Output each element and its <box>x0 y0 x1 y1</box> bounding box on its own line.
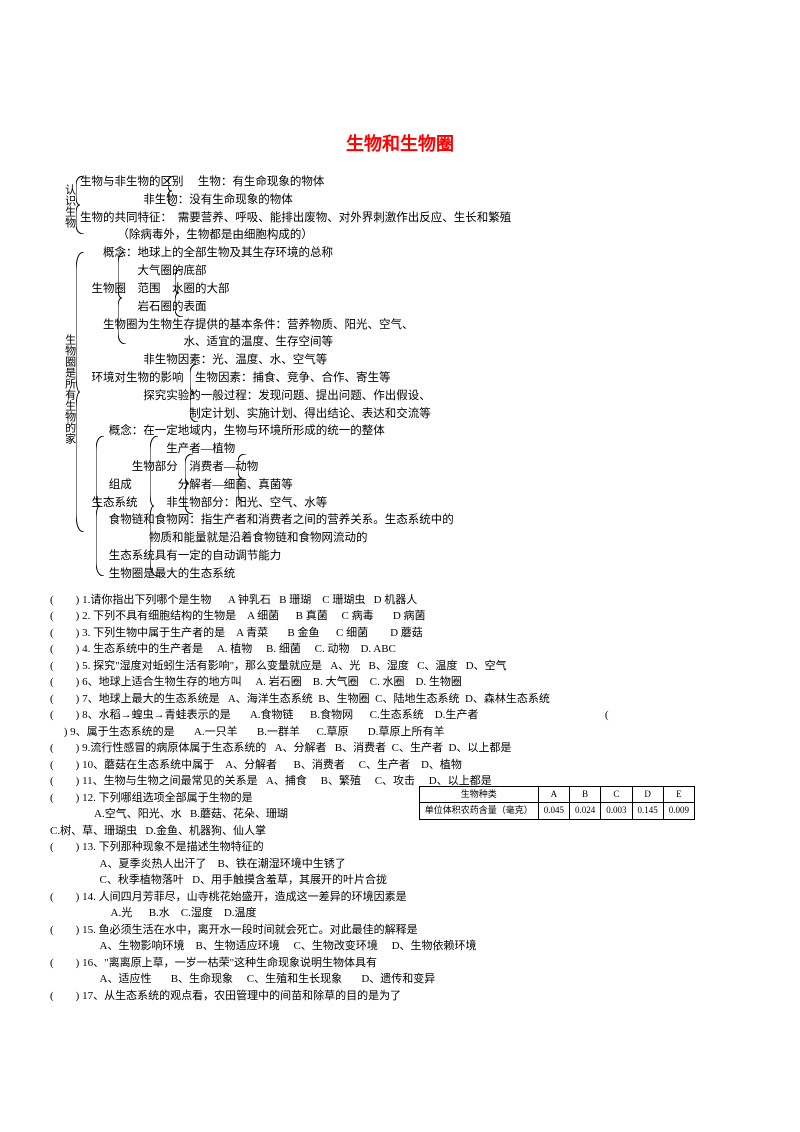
concept-outline: 认识生物 生物圈是所有生物的家 生物与非生物的区别 生物：有生命现象的物体 非生… <box>50 174 750 584</box>
question-options: A、夏季炎热人出汗了 B、铁在潮湿环境中生锈了 <box>50 856 750 873</box>
question-row: ( ) 10、蘑菇在生态系统中属于 A、分解者 B、消费者 C、生产者 D、植物 <box>50 757 750 774</box>
bracket-icon <box>238 454 246 502</box>
question-row: ( ) 9.流行性感冒的病原体属于生态系统的 A、分解者 B、消费者 C、生产者… <box>50 740 750 757</box>
bracket-icon <box>76 252 84 532</box>
question-row: ( ) 15. 鱼必须生活在水中，离开水一段时间就会死亡。对此最佳的解释是 <box>50 922 750 939</box>
question-row: ( ) 5. 探究"湿度对蚯蚓生活有影响"，那么变量就应是 A、光 B、湿度 C… <box>50 658 750 675</box>
outline-row: 非生物因素：光、温度、水、空气等 <box>80 352 750 370</box>
question-options: A、生物影响环境 B、生物适应环境 C、生物改变环境 D、生物依赖环境 <box>50 938 750 955</box>
outline-row: 制定计划、实施计划、得出结论、表达和交流等 <box>80 406 750 424</box>
outline-row: 生物部分 消费者—动物 <box>80 459 750 477</box>
bracket-icon <box>168 176 176 206</box>
bracket-icon <box>118 252 126 344</box>
vertical-label-1: 认识生物 <box>60 184 78 228</box>
outline-row: 环境对生物的影响 生物因素：捕食、竞争、合作、寄生等 <box>80 370 750 388</box>
question-row: ( ) 2. 下列不具有细胞结构的生物是 A 细菌 B 真菌 C 病毒 D 病菌 <box>50 608 750 625</box>
questions-section: ( ) 1.请你指出下列哪个是生物 A 钟乳石 B 珊瑚 C 珊瑚虫 D 机器人… <box>50 592 750 1005</box>
table-row: 单位体积农药含量（毫克） 0.045 0.024 0.003 0.145 0.0… <box>419 803 694 820</box>
outline-row: 概念：在一定地域内，生物与环境所形成的统一的整体 <box>80 423 750 441</box>
bracket-icon <box>96 436 104 576</box>
question-options: C.树、草、珊瑚虫 D.金鱼、机器狗、仙人掌 <box>50 823 750 840</box>
outline-row: 生产者—植物 <box>80 441 750 459</box>
table-cell: 0.145 <box>632 803 663 820</box>
outline-row: 探究实验的一般过程：发现问题、提出问题、作出假设、 <box>80 388 750 406</box>
question-options: A、适应性 B、生命现象 C、生殖和生长现象 D、遗传和变异 <box>50 971 750 988</box>
table-cell: 单位体积农药含量（毫克） <box>419 803 538 820</box>
table-header: D <box>632 786 663 803</box>
bracket-icon <box>175 269 183 317</box>
question-options: C、秋季植物落叶 D、用手触摸含羞草，其展开的叶片合拢 <box>50 872 750 889</box>
question-row: ) 9、属于生态系统的是 A.一只羊 B.一群羊 C.草原 D.草原上所有羊 <box>50 724 750 741</box>
table-cell: 0.024 <box>570 803 601 820</box>
outline-row: 非生物：没有生命现象的物体 <box>80 192 750 210</box>
outline-row: 生物圈为生物生存提供的基本条件：营养物质、阳光、空气、 <box>80 317 750 335</box>
table-header: 生物种类 <box>419 786 538 803</box>
bracket-icon <box>190 364 198 422</box>
outline-row: 生物的共同特征： 需要营养、呼吸、能排出废物、对外界刺激作出反应、生长和繁殖 <box>80 210 750 228</box>
table-cell: 0.003 <box>601 803 632 820</box>
question-row: ( ) 13. 下列那种现象不是描述生物特征的 <box>50 839 750 856</box>
pesticide-table: 生物种类 A B C D E 单位体积农药含量（毫克） 0.045 0.024 … <box>419 786 695 820</box>
table-header: A <box>538 786 569 803</box>
question-row: ( ) 3. 下列生物中属于生产者的是 A 青菜 B 金鱼 C 细菌 D 蘑菇 <box>50 625 750 642</box>
page-title: 生物和生物圈 <box>50 130 750 156</box>
question-row: ( ) 4. 生态系统中的生产者是 A. 植物 B. 细菌 C. 动物 D. A… <box>50 641 750 658</box>
outline-row: （除病毒外，生物都是由细胞构成的） <box>80 227 750 245</box>
outline-row: 水、适宜的温度、生存空间等 <box>80 334 750 352</box>
bracket-icon <box>185 454 193 514</box>
outline-row: 生态系统具有一定的自动调节能力 <box>80 548 750 566</box>
bracket-icon <box>76 176 84 234</box>
outline-row: 概念：地球上的全部生物及其生存环境的总称 <box>80 245 750 263</box>
table-header: E <box>663 786 694 803</box>
table-header: B <box>570 786 601 803</box>
question-row: ( ) 14. 人间四月芳菲尽，山寺桃花始盛开，造成这一差异的环境因素是 <box>50 889 750 906</box>
table-cell: 0.045 <box>538 803 569 820</box>
table-header-row: 生物种类 A B C D E <box>419 786 694 803</box>
outline-row: 生物与非生物的区别 生物：有生命现象的物体 <box>80 174 750 192</box>
outline-row: 生态系统 非生物部分：阳光、空气、水等 <box>80 495 750 513</box>
question-row: ( ) 8、水稻→蝗虫→青蛙表示的是 A.食物链 B.食物网 C.生态系统 D.… <box>50 707 750 724</box>
question-options: A.光 B.水 C.湿度 D.温度 <box>50 905 750 922</box>
question-row: ( ) 16、"离离原上草，一岁一枯荣"这种生命现象说明生物体具有 <box>50 955 750 972</box>
outline-row: 组成 分解者—细菌、真菌等 <box>80 477 750 495</box>
outline-row: 食物链和食物网：指生产者和消费者之间的营养关系。生态系统中的 <box>80 512 750 530</box>
vertical-label-2: 生物圈是所有生物的家 <box>60 334 78 444</box>
outline-row: 生物圈是最大的生态系统 <box>80 566 750 584</box>
table-cell: 0.009 <box>663 803 694 820</box>
table-header: C <box>601 786 632 803</box>
question-row: ( ) 7、地球上最大的生态系统是 A、海洋生态系统 B、生物圈 C、陆地生态系… <box>50 691 750 708</box>
question-row: ( ) 6、地球上适合生物生存的地方叫 A. 岩石圈 B. 大气圈 C. 水圈 … <box>50 674 750 691</box>
question-row: ( ) 1.请你指出下列哪个是生物 A 钟乳石 B 珊瑚 C 珊瑚虫 D 机器人 <box>50 592 750 609</box>
bracket-icon <box>150 436 158 576</box>
question-row: ( ) 17、从生态系统的观点看，农田管理中的间苗和除草的目的是为了 <box>50 988 750 1005</box>
outline-row: 物质和能量就是沿着食物链和食物网流动的 <box>80 530 750 548</box>
